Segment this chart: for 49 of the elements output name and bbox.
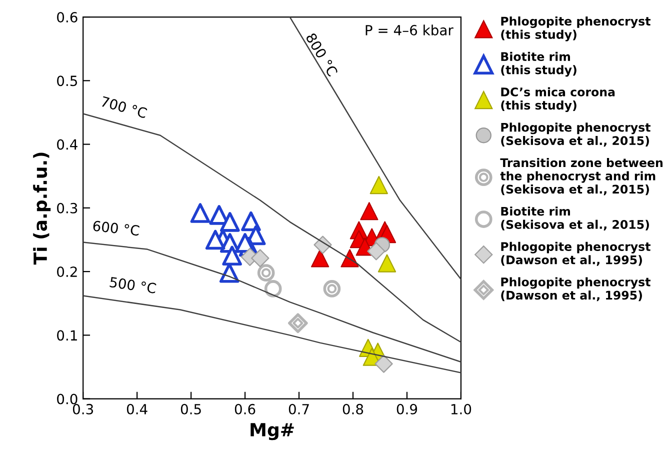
x-tick-label: 0.9 <box>396 404 418 414</box>
legend-label: Transition zone between the phenocryst and rim (Sekisova et al., 2015) <box>500 158 662 196</box>
x-tick-label: 1.0 <box>451 404 472 414</box>
point <box>190 203 210 223</box>
legend-label: Phlogopite phenocryst (Dawson et al., 1995) <box>501 242 650 266</box>
line-series <box>83 295 461 374</box>
x-tick-label: 0.7 <box>288 404 309 414</box>
text: 700 °C <box>100 96 148 118</box>
text: 600 °C <box>92 220 140 236</box>
point <box>370 176 388 194</box>
legend-label: DC’s mica corona (this study) <box>501 87 615 112</box>
line-series <box>83 242 461 363</box>
y-tick-label: 0.2 <box>57 266 77 278</box>
y-tick-label: 0.1 <box>57 330 77 341</box>
point <box>374 354 393 373</box>
point <box>220 212 240 232</box>
line-series <box>289 17 461 280</box>
point <box>378 254 396 272</box>
point <box>340 249 359 268</box>
y-tick-label: 0.0 <box>57 394 78 404</box>
point <box>235 233 255 253</box>
x-axis-title: Mg# <box>250 423 294 440</box>
point <box>205 230 226 250</box>
legend-label: Biotite rim (Sekisova et al., 2015) <box>501 206 649 230</box>
y-tick-label: 0.4 <box>57 139 78 150</box>
x-tick-label: 0.3 <box>72 404 94 414</box>
point <box>251 249 270 268</box>
x-tick-label: 0.5 <box>180 404 201 414</box>
x-tick-label: 0.8 <box>342 404 364 414</box>
legend-label: Phlogopite phenocryst (this study) <box>501 16 650 42</box>
x-tick-label: 0.4 <box>126 404 148 414</box>
y-tick-label: 0.3 <box>57 202 78 214</box>
point <box>264 280 282 298</box>
point <box>360 202 378 220</box>
point <box>323 280 341 298</box>
x-tick-label: 0.6 <box>234 404 256 414</box>
y-tick-label: 0.5 <box>57 76 78 86</box>
y-tick-label: 0.6 <box>57 12 78 22</box>
legend-label: Phlogopite phenocryst (Dawson et al., 1995) <box>501 277 650 302</box>
legend-label: Phlogopite phenocryst (Sekisova et al., 2015) <box>501 122 650 147</box>
point <box>288 313 308 333</box>
y-axis-title: Ti (a.p.f.u.) <box>33 152 51 265</box>
point <box>222 246 242 266</box>
legend-label: Biotite rim (this study) <box>501 52 576 77</box>
point <box>311 249 330 268</box>
point <box>367 242 386 260</box>
point <box>257 264 275 282</box>
annotation: P = 4–6 kbar <box>366 24 454 36</box>
text: 500 °C <box>110 276 156 294</box>
